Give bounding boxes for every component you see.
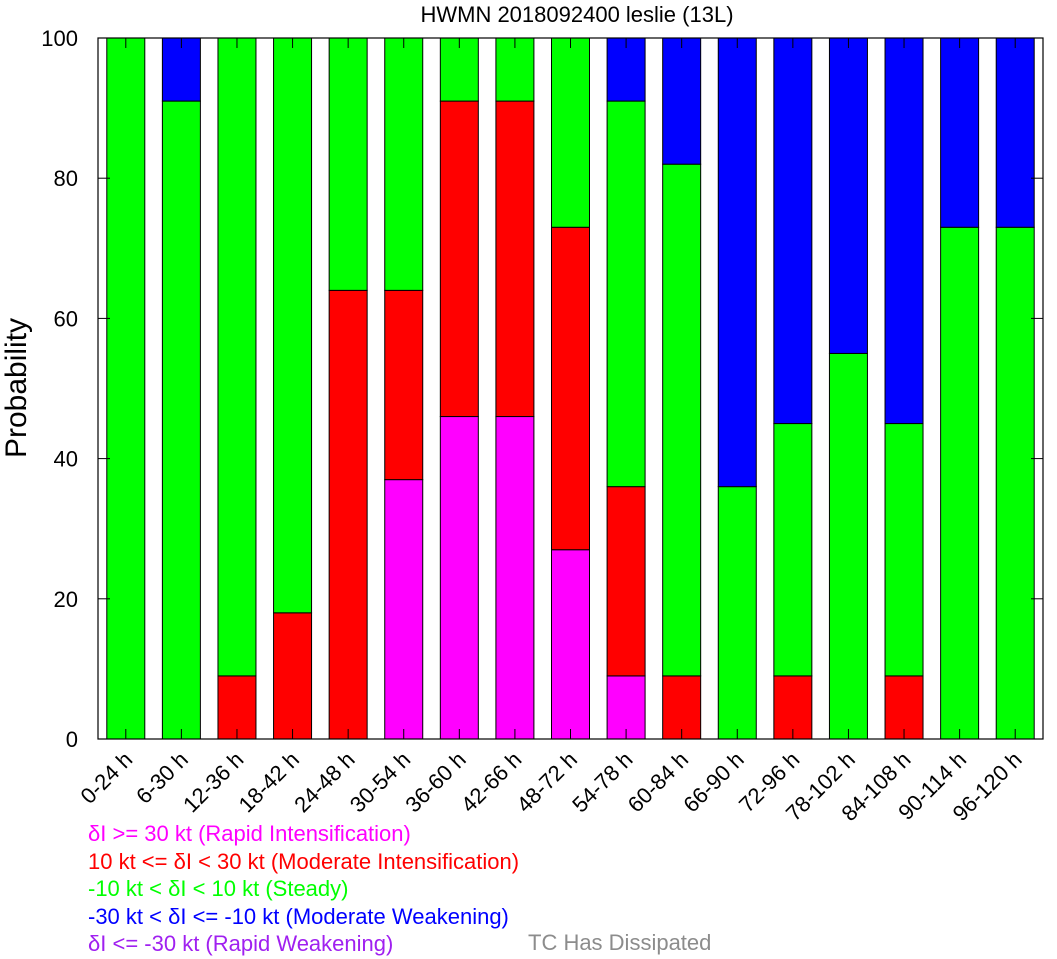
bar-18-42h-series-1: [273, 612, 313, 740]
x-tick-label: 42-66 h: [456, 747, 526, 817]
bar-18-42h-series-2: [273, 37, 313, 614]
x-tick-label: 12-36 h: [178, 747, 248, 817]
plot-frame: [97, 37, 1044, 740]
bar-42-66h-series-0: [495, 416, 535, 740]
x-tick-label: 30-54 h: [345, 747, 415, 817]
bar-42-66h-series-2: [495, 37, 535, 102]
legend-item-rapid-intensification: δI >= 30 kt (Rapid Intensification): [88, 821, 411, 846]
y-tick-label: 0: [66, 727, 78, 752]
bar-36-60h-series-1: [439, 100, 479, 418]
bar-72-96h-series-1: [773, 675, 813, 740]
x-tick-label: 18-42 h: [234, 747, 304, 817]
y-tick-labels: 0 20 40 60 80 100: [41, 26, 78, 752]
y-axis-label: Probability: [0, 318, 33, 458]
bar-30-54h-series-2: [384, 37, 424, 291]
chart-title: HWMN 2018092400 leslie (13L): [420, 2, 733, 27]
x-tick-label: 24-48 h: [289, 747, 359, 817]
bar-54-78h-series-1: [606, 486, 646, 677]
bar-60-84h-series-3: [662, 37, 702, 165]
y-tick-label: 20: [54, 587, 78, 612]
bar-30-54h-series-0: [384, 479, 424, 740]
bar-66-90h-series-2: [717, 486, 757, 740]
x-tick-label: 54-78 h: [567, 747, 637, 817]
y-tick-label: 100: [41, 26, 78, 51]
x-tick-label: 66-90 h: [678, 747, 748, 817]
x-tick-label: 36-60 h: [400, 747, 470, 817]
x-tick-labels: 0-24 h6-30 h12-36 h18-42 h24-48 h30-54 h…: [76, 747, 1027, 826]
bar-36-60h-series-0: [439, 416, 479, 740]
bar-60-84h-series-2: [662, 163, 702, 677]
bar-12-36h-series-1: [217, 675, 257, 740]
legend-item-moderate-intensification: 10 kt <= δI < 30 kt (Moderate Intensific…: [88, 848, 520, 874]
bar-72-96h-series-3: [773, 37, 813, 425]
bar-72-96h-series-2: [773, 423, 813, 677]
bars-layer: [106, 37, 1035, 740]
axes-layer: [97, 37, 1044, 740]
bar-54-78h-series-2: [606, 100, 646, 488]
bar-90-114h-series-3: [940, 37, 980, 228]
bar-78-102h-series-2: [828, 352, 868, 740]
bar-24-48h-series-2: [328, 37, 368, 291]
x-tick-label: 60-84 h: [623, 747, 693, 817]
bar-24-48h-series-1: [328, 289, 368, 740]
bar-84-108h-series-2: [884, 423, 924, 677]
y-tick-label: 80: [54, 166, 78, 191]
bar-6-30h-series-3: [161, 37, 201, 102]
legend-item-moderate-weakening: -30 kt < δI <= -10 kt (Moderate Weakenin…: [88, 903, 509, 929]
legend: δI >= 30 kt (Rapid Intensification) 10 k…: [88, 820, 519, 958]
legend-item-rapid-weakening: δI <= -30 kt (Rapid Weakening): [88, 931, 394, 956]
bar-0-24h-series-2: [106, 37, 146, 740]
bar-54-78h-series-3: [606, 37, 646, 102]
bar-84-108h-series-3: [884, 37, 924, 425]
legend-item-dissipated: TC Has Dissipated: [528, 930, 712, 955]
bar-48-72h-series-0: [551, 549, 590, 740]
x-tick-label: 48-72 h: [512, 747, 582, 817]
y-tick-label: 40: [54, 447, 78, 472]
bar-42-66h-series-1: [495, 100, 535, 418]
bar-6-30h-series-2: [161, 100, 201, 740]
bar-96-120h-series-2: [995, 226, 1035, 740]
y-tick-label: 60: [54, 306, 78, 331]
bar-66-90h-series-3: [717, 37, 757, 488]
bar-48-72h-series-1: [551, 226, 590, 551]
bar-12-36h-series-2: [217, 37, 257, 677]
bar-90-114h-series-2: [940, 226, 980, 740]
bar-96-120h-series-3: [995, 37, 1035, 228]
legend-item-steady: -10 kt < δI < 10 kt (Steady): [88, 876, 349, 901]
bar-48-72h-series-2: [551, 37, 590, 228]
bar-30-54h-series-1: [384, 289, 424, 481]
x-tick-label: 0-24 h: [76, 747, 138, 809]
bar-78-102h-series-3: [828, 37, 868, 354]
